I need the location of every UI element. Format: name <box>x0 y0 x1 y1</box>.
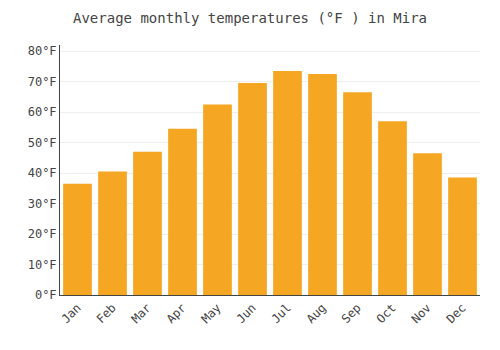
svg-text:50°F: 50°F <box>28 136 57 150</box>
svg-text:May: May <box>199 301 224 326</box>
svg-text:Mar: Mar <box>129 301 154 326</box>
svg-text:10°F: 10°F <box>28 258 57 272</box>
svg-text:Apr: Apr <box>164 301 189 326</box>
svg-text:Oct: Oct <box>374 301 399 326</box>
svg-text:80°F: 80°F <box>28 44 57 58</box>
svg-text:Average monthly temperatures (: Average monthly temperatures (°F ) in Mi… <box>73 10 427 26</box>
svg-text:Sep: Sep <box>339 301 364 326</box>
svg-text:40°F: 40°F <box>28 166 57 180</box>
svg-text:0°F: 0°F <box>35 288 57 302</box>
svg-text:Nov: Nov <box>409 301 434 326</box>
svg-text:Aug: Aug <box>304 301 329 326</box>
svg-text:Jul: Jul <box>269 301 294 326</box>
svg-text:Jan: Jan <box>59 301 84 326</box>
svg-text:70°F: 70°F <box>28 75 57 89</box>
svg-text:Jun: Jun <box>234 301 259 326</box>
svg-text:Feb: Feb <box>94 301 119 326</box>
svg-text:30°F: 30°F <box>28 197 57 211</box>
svg-text:20°F: 20°F <box>28 227 57 241</box>
svg-text:Dec: Dec <box>444 301 469 326</box>
svg-text:60°F: 60°F <box>28 105 57 119</box>
